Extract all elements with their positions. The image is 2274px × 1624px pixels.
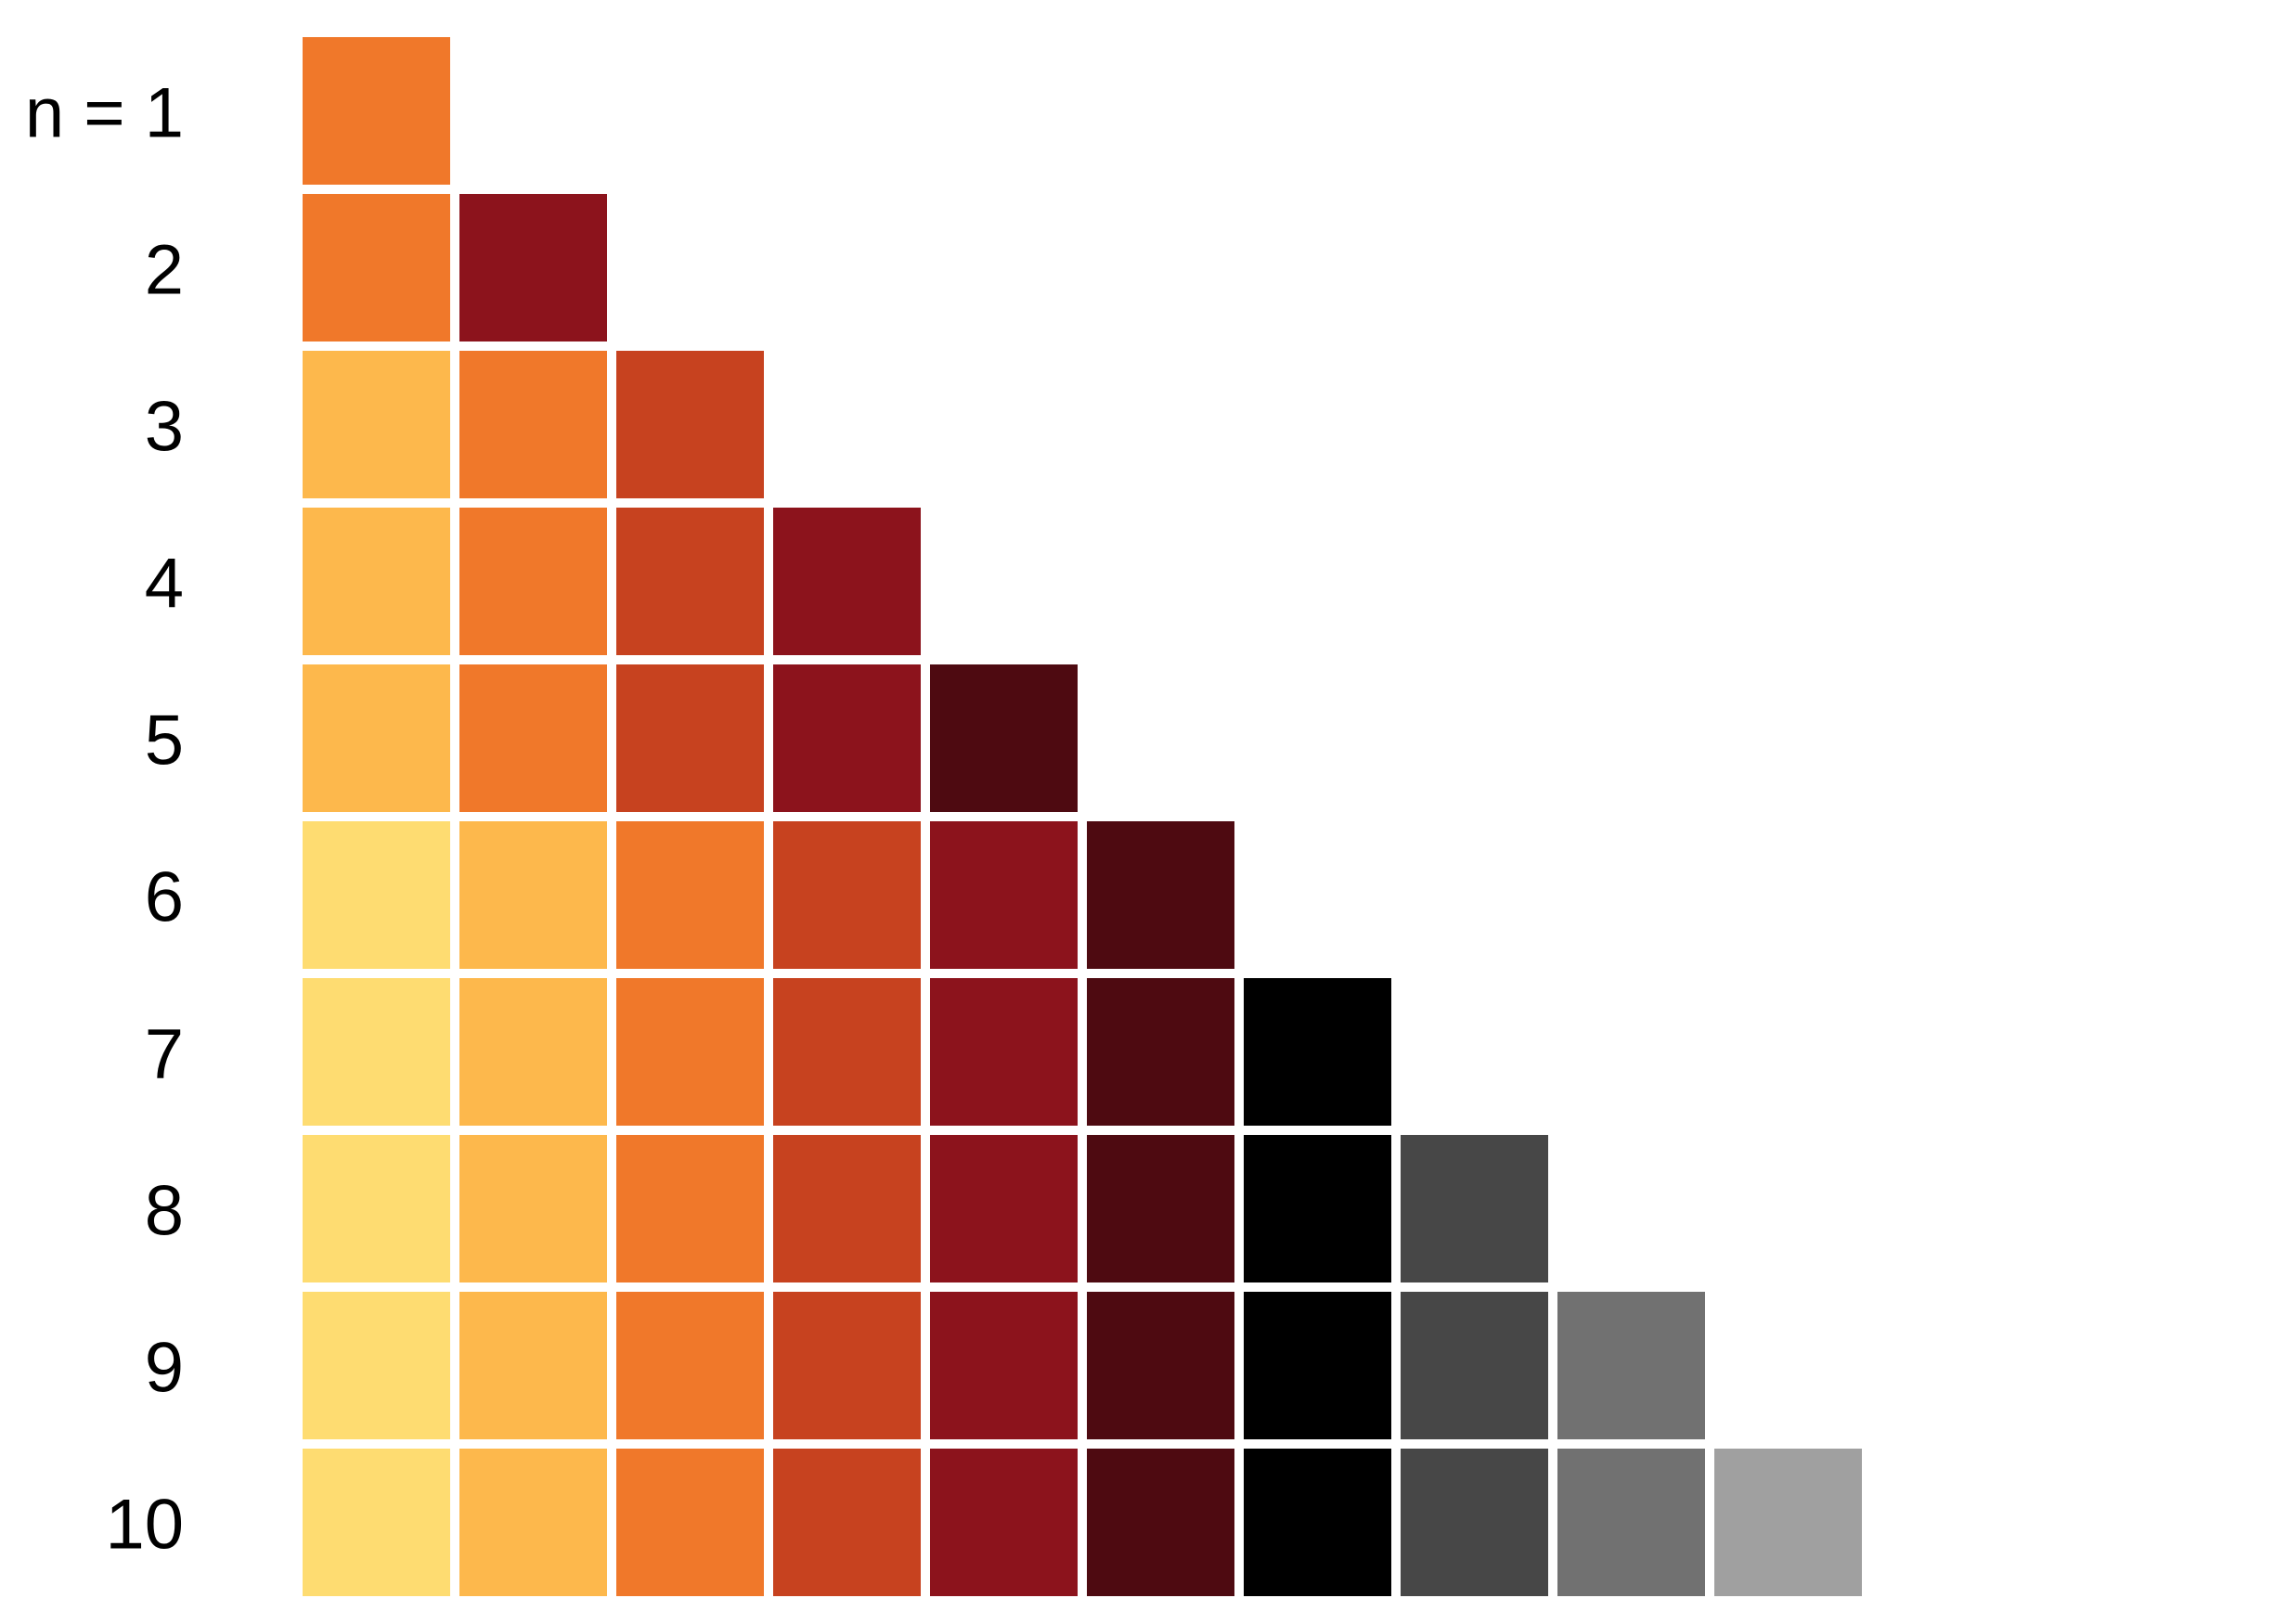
color-swatch [616,1135,764,1282]
row-label: 5 [145,702,184,780]
color-swatch [773,1292,921,1439]
color-swatch [616,1449,764,1596]
color-swatch [1401,1292,1548,1439]
color-swatch [1714,1449,1862,1596]
color-swatch [303,821,450,969]
swatch-rows [303,37,1862,1596]
row-label: 4 [145,545,184,624]
color-swatch [1557,1292,1705,1439]
color-swatch [773,1135,921,1282]
color-swatch [1087,821,1234,969]
color-swatch [459,821,607,969]
swatch-row [303,1135,1548,1282]
color-swatch [303,37,450,185]
color-swatch [930,1449,1078,1596]
color-swatch [1244,1449,1391,1596]
color-swatch [616,1292,764,1439]
row-label: 2 [145,231,184,310]
color-swatch [1087,978,1234,1126]
color-swatch [1244,1292,1391,1439]
color-swatch [773,978,921,1126]
color-swatch [303,351,450,498]
color-swatch [1401,1135,1548,1282]
color-swatch [1401,1449,1548,1596]
row-label: n = 1 [25,74,184,153]
color-swatch [459,978,607,1126]
color-swatch [773,821,921,969]
color-swatch [616,664,764,812]
color-swatch [930,664,1078,812]
color-swatch [303,664,450,812]
color-swatch [930,821,1078,969]
row-label: 9 [145,1329,184,1408]
color-swatch [303,508,450,655]
color-swatch [459,1135,607,1282]
swatch-row [303,1449,1862,1596]
color-swatch [303,978,450,1126]
color-swatch [1087,1292,1234,1439]
color-swatch [303,1292,450,1439]
color-swatch [616,978,764,1126]
swatch-row [303,194,607,342]
color-swatch [459,508,607,655]
swatch-row [303,1292,1705,1439]
color-swatch [459,194,607,342]
color-swatch [930,1135,1078,1282]
swatch-row [303,351,764,498]
swatch-row [303,37,450,185]
color-swatch [459,1292,607,1439]
color-swatch [1087,1449,1234,1596]
swatch-row [303,664,1078,812]
color-swatch [616,351,764,498]
row-label: 6 [145,858,184,937]
color-swatch [1087,1135,1234,1282]
swatch-row [303,821,1234,969]
color-swatch [930,1292,1078,1439]
color-swatch [616,508,764,655]
color-swatch [930,978,1078,1126]
color-swatch [773,1449,921,1596]
row-label: 10 [105,1486,184,1565]
color-swatch [303,1135,450,1282]
color-swatch [773,664,921,812]
color-swatch [459,351,607,498]
row-label: 8 [145,1172,184,1251]
color-swatch [773,508,921,655]
row-label: 3 [145,388,184,467]
color-swatch [1244,978,1391,1126]
row-labels: n = 1 2 3 4 5 6 7 8 9 10 [25,74,184,1565]
swatch-row [303,508,921,655]
color-swatch [459,1449,607,1596]
color-swatch [616,821,764,969]
color-swatch [459,664,607,812]
color-swatch [1557,1449,1705,1596]
color-swatch [303,1449,450,1596]
swatch-row [303,978,1391,1126]
color-swatch [303,194,450,342]
color-swatch [1244,1135,1391,1282]
row-label: 7 [145,1015,184,1094]
